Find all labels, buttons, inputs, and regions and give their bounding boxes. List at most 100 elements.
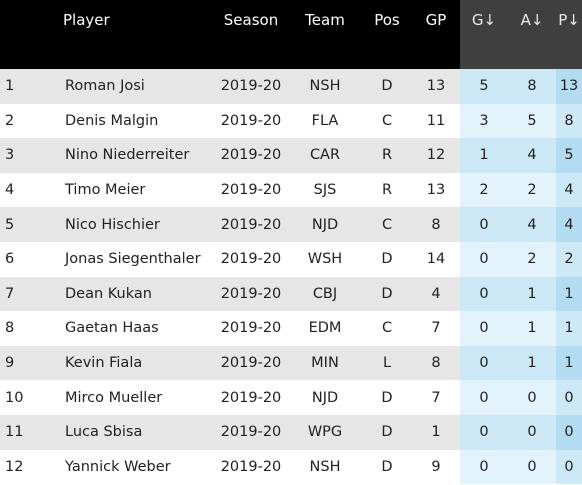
table-row[interactable]: 5 Nico Hischier 2019-20 NJD C 8 0 4 4: [0, 207, 582, 242]
cell-gap: [57, 69, 59, 104]
cell-gap: [57, 311, 59, 346]
rank-cell: 6: [0, 241, 57, 277]
pos-cell: D: [362, 414, 412, 450]
cell-gap: [212, 414, 214, 450]
table-row[interactable]: 7 Dean Kukan 2019-20 CBJ D 4 0 1 1: [0, 276, 582, 312]
gp-cell: 11: [412, 103, 460, 139]
table-row[interactable]: 11 Luca Sbisa 2019-20 WPG D 1 0 0 0: [0, 414, 582, 450]
goals-cell: 2: [460, 172, 508, 208]
rank-cell: 12: [0, 449, 57, 485]
team-cell: FLA: [288, 103, 362, 139]
cell-gap: [212, 207, 214, 242]
gp-cell: 9: [412, 449, 460, 485]
pos-cell: C: [362, 311, 412, 346]
pos-cell: D: [362, 69, 412, 104]
pos-cell: D: [362, 241, 412, 277]
cell-gap: [57, 138, 59, 173]
season-cell: 2019-20: [214, 103, 288, 139]
assists-cell: 0: [508, 449, 556, 485]
pos-cell: R: [362, 172, 412, 208]
table-row[interactable]: 9 Kevin Fiala 2019-20 MIN L 8 0 1 1: [0, 345, 582, 381]
table-row[interactable]: 8 Gaetan Haas 2019-20 EDM C 7 0 1 1: [0, 311, 582, 346]
pos-cell: C: [362, 103, 412, 139]
player-name-cell: Dean Kukan: [59, 276, 212, 312]
cell-gap: [57, 207, 59, 242]
table-row[interactable]: 2 Denis Malgin 2019-20 FLA C 11 3 5 8: [0, 103, 582, 139]
goals-cell: 0: [460, 241, 508, 277]
table-row[interactable]: 1 Roman Josi 2019-20 NSH D 13 5 8 13: [0, 69, 582, 104]
table-row[interactable]: 4 Timo Meier 2019-20 SJS R 13 2 2 4: [0, 172, 582, 208]
season-cell: 2019-20: [214, 241, 288, 277]
table-row[interactable]: 10 Mirco Mueller 2019-20 NJD D 7 0 0 0: [0, 380, 582, 415]
pos-cell: C: [362, 207, 412, 242]
goals-sort-header[interactable]: G↓: [460, 0, 508, 69]
pos-cell: L: [362, 345, 412, 381]
cell-gap: [212, 172, 214, 208]
team-cell: MIN: [288, 345, 362, 381]
assists-cell: 1: [508, 345, 556, 381]
points-cell: 2: [556, 241, 582, 277]
points-cell: 8: [556, 103, 582, 139]
cell-gap: [57, 172, 59, 208]
rank-header: [0, 0, 57, 69]
rank-cell: 7: [0, 276, 57, 312]
rank-cell: 2: [0, 103, 57, 139]
goals-cell: 0: [460, 380, 508, 415]
table-row[interactable]: 12 Yannick Weber 2019-20 NSH D 9 0 0 0: [0, 449, 582, 485]
team-cell: NJD: [288, 380, 362, 415]
team-header[interactable]: Team: [305, 11, 345, 29]
cell-gap: [212, 345, 214, 381]
assists-cell: 0: [508, 414, 556, 450]
cell-gap: [212, 69, 214, 104]
cell-gap: [57, 276, 59, 312]
points-cell: 1: [556, 345, 582, 381]
pos-cell: D: [362, 449, 412, 485]
cell-gap: [57, 241, 59, 277]
goals-cell: 1: [460, 138, 508, 173]
goals-cell: 0: [460, 276, 508, 312]
season-cell: 2019-20: [214, 345, 288, 381]
table-row[interactable]: 3 Nino Niederreiter 2019-20 CAR R 12 1 4 5: [0, 138, 582, 173]
gp-cell: 4: [412, 276, 460, 312]
assists-cell: 4: [508, 207, 556, 242]
goals-cell: 0: [460, 449, 508, 485]
player-name-cell: Yannick Weber: [59, 449, 212, 485]
cell-gap: [212, 241, 214, 277]
gp-cell: 13: [412, 69, 460, 104]
points-sort-header[interactable]: P↓: [556, 0, 582, 69]
gp-cell: 14: [412, 241, 460, 277]
player-name-cell: Luca Sbisa: [59, 414, 212, 450]
points-cell: 1: [556, 311, 582, 346]
cell-gap: [57, 103, 59, 139]
header-row: Player Season Team Pos GP G↓ A↓ P↓: [0, 0, 582, 69]
assists-cell: 1: [508, 311, 556, 346]
cell-gap: [212, 311, 214, 346]
assists-cell: 1: [508, 276, 556, 312]
player-name-cell: Timo Meier: [59, 172, 212, 208]
table-row[interactable]: 6 Jonas Siegenthaler 2019-20 WSH D 14 0 2 2: [0, 241, 582, 277]
team-cell: NJD: [288, 207, 362, 242]
season-cell: 2019-20: [214, 414, 288, 450]
player-name-cell: Mirco Mueller: [59, 380, 212, 415]
assists-sort-header[interactable]: A↓: [508, 0, 556, 69]
cell-gap: [57, 345, 59, 381]
season-header[interactable]: Season: [223, 11, 279, 29]
player-header[interactable]: Player: [63, 11, 110, 29]
season-cell: 2019-20: [214, 311, 288, 346]
assists-cell: 5: [508, 103, 556, 139]
pos-cell: R: [362, 138, 412, 173]
season-cell: 2019-20: [214, 380, 288, 415]
assists-cell: 8: [508, 69, 556, 104]
points-cell: 5: [556, 138, 582, 173]
gp-cell: 8: [412, 345, 460, 381]
cell-gap: [57, 380, 59, 415]
cell-gap: [57, 414, 59, 450]
assists-cell: 0: [508, 380, 556, 415]
team-cell: WPG: [288, 414, 362, 450]
pos-header[interactable]: Pos: [374, 11, 400, 29]
gp-header[interactable]: GP: [425, 11, 447, 29]
goals-cell: 0: [460, 345, 508, 381]
gp-cell: 7: [412, 380, 460, 415]
assists-cell: 2: [508, 241, 556, 277]
rank-cell: 9: [0, 345, 57, 381]
